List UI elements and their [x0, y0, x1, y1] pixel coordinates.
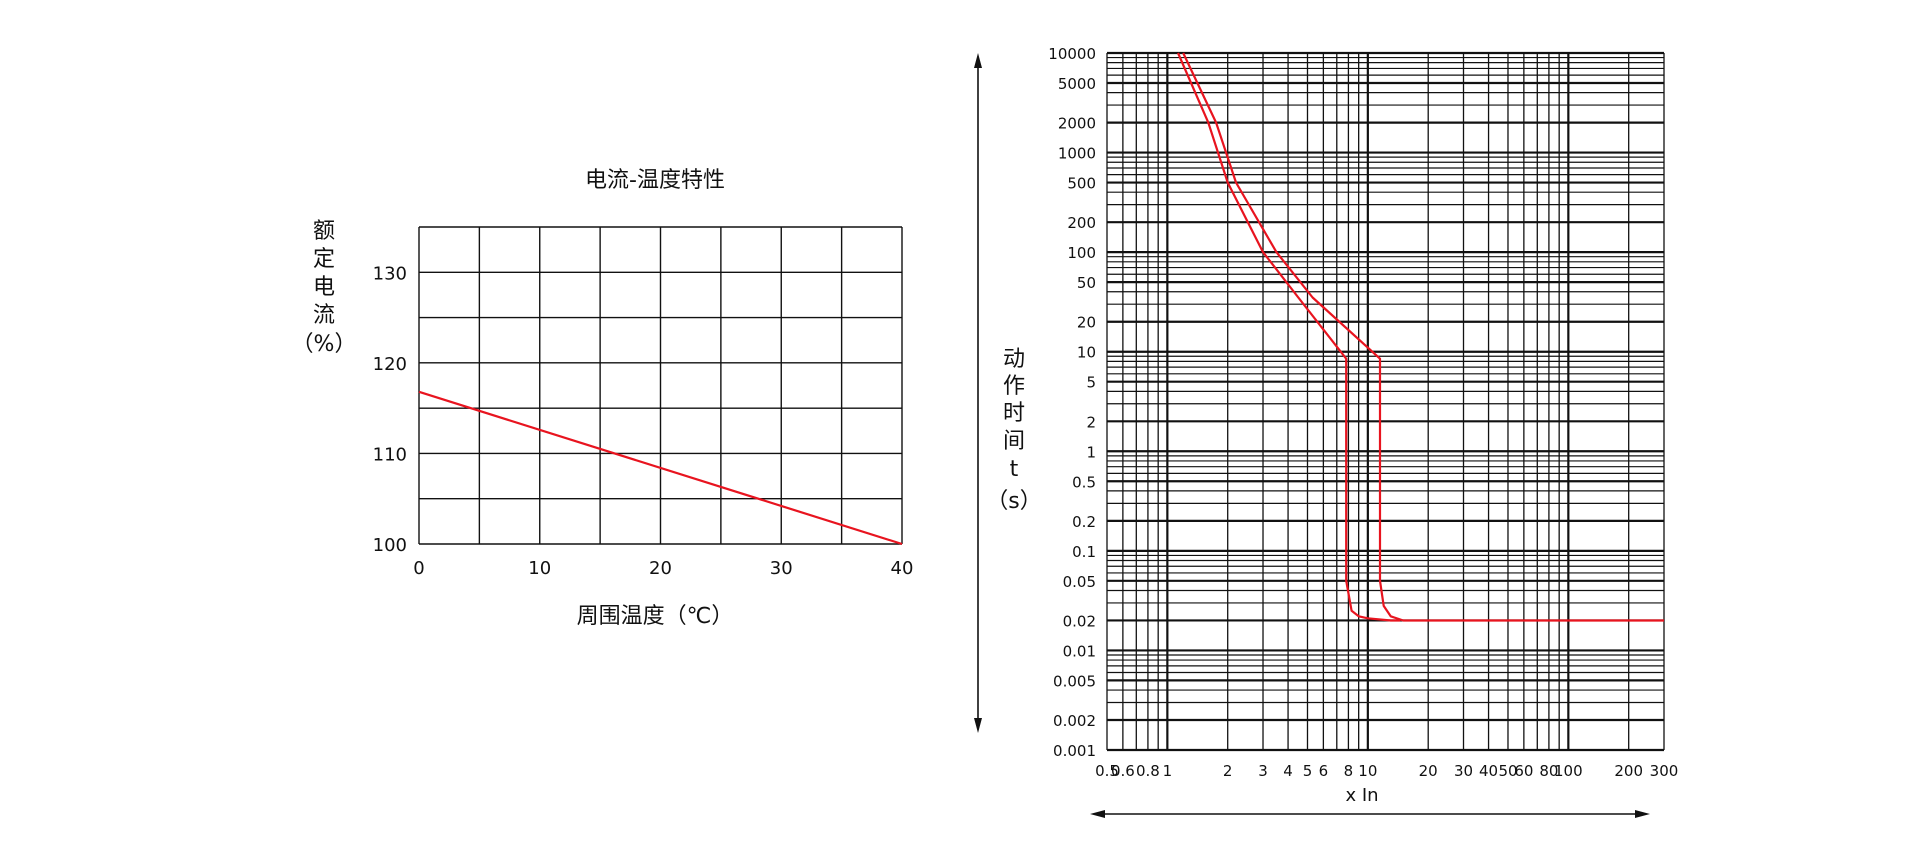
chart2-y-tick-label: 0.1 — [1072, 543, 1096, 561]
chart2-y-tick-label: 500 — [1067, 175, 1096, 193]
chart2-x-tick-label: 3 — [1258, 762, 1268, 780]
chart2-x-tick-label: 10 — [1358, 762, 1377, 780]
chart1-x-tick-label: 30 — [770, 558, 793, 579]
x-axis-arrow-left — [1090, 810, 1105, 818]
chart2-y-tick-label: 50 — [1077, 274, 1096, 292]
chart1-x-ticks: 0 10 20 30 40 — [413, 558, 913, 579]
chart2-series-line — [1176, 52, 1401, 622]
chart1-y-tick-label: 120 — [373, 354, 407, 375]
chart1-x-tick-label: 40 — [891, 558, 914, 579]
chart2-y-label-char: 间 — [1003, 429, 1025, 454]
chart2-y-tick-label: 0.002 — [1053, 712, 1096, 730]
chart2-y-label-char: 动 — [1003, 347, 1025, 372]
chart2-x-tick-label: 5 — [1303, 762, 1313, 780]
chart1-y-ticks: 100 110 120 130 — [373, 263, 407, 556]
chart2-x-tick-label: 60 — [1514, 762, 1533, 780]
chart1-y-tick-label: 100 — [373, 535, 407, 556]
chart1-grid — [418, 226, 903, 545]
chart2-x-tick-label: 8 — [1344, 762, 1354, 780]
chart2-y-label-char: （s） — [986, 489, 1041, 514]
chart2-y-tick-label: 10 — [1077, 344, 1096, 362]
chart1-x-label: 周围温度（℃） — [577, 604, 734, 629]
chart2-y-tick-label: 2000 — [1058, 115, 1096, 133]
chart2-y-tick-label: 200 — [1067, 214, 1096, 232]
chart1-y-tick-label: 110 — [373, 444, 407, 465]
chart2-x-tick-label: 0.6 — [1111, 762, 1135, 780]
chart2-x-tick-label: 0.5 — [1095, 762, 1119, 780]
chart2-y-tick-label: 0.2 — [1072, 513, 1096, 531]
chart1-series — [418, 390, 903, 546]
chart2-series-line — [1182, 52, 1664, 622]
chart1-y-label-char: （%） — [292, 332, 357, 357]
chart2-x-tick-label: 6 — [1319, 762, 1329, 780]
y-axis-arrow-down — [974, 718, 982, 733]
chart2-y-label-char: 时 — [1003, 401, 1025, 426]
chart2-y-tick-label: 5 — [1086, 374, 1096, 392]
chart1-y-label-char: 电 — [313, 275, 335, 300]
x-axis-arrow-right — [1635, 810, 1650, 818]
chart2-y-tick-label: 0.001 — [1053, 742, 1096, 760]
chart2-y-tick-label: 5000 — [1058, 75, 1096, 93]
chart2-y-tick-label: 0.5 — [1072, 473, 1096, 491]
chart2-x-tick-label: 30 — [1454, 762, 1473, 780]
chart2-x-tick-label: 50 — [1498, 762, 1517, 780]
chart2-x-tick-label: 80 — [1539, 762, 1558, 780]
chart2-y-tick-label: 0.02 — [1063, 612, 1096, 630]
chart2-y-tick-label: 1 — [1086, 443, 1096, 461]
chart2-y-tick-label: 20 — [1077, 314, 1096, 332]
chart2-series — [1176, 52, 1664, 622]
chart2-x-label: x In — [1345, 785, 1378, 806]
chart2-y-label-char: 作 — [1003, 374, 1025, 399]
chart2-x-tick-label: 2 — [1223, 762, 1233, 780]
chart2-x-tick-label: 0.8 — [1136, 762, 1160, 780]
y-axis-arrow-up — [974, 53, 982, 68]
chart2-y-tick-label: 0.05 — [1063, 573, 1096, 591]
chart2-x-tick-label: 20 — [1419, 762, 1438, 780]
chart2-x-tick-label: 200 — [1614, 762, 1643, 780]
chart2-y-tick-label: 2 — [1086, 413, 1096, 431]
chart2-y-ticks: 10000 5000 2000 1000 500 200 100 50 20 10 5 2 1 0.5 0.… — [1048, 45, 1096, 760]
chart2-grid — [1106, 51, 1665, 752]
chart2-y-tick-label: 0.01 — [1063, 642, 1096, 660]
chart2-y-tick-label: 1000 — [1058, 145, 1096, 163]
chart1-y-tick-label: 130 — [373, 263, 407, 284]
chart2-y-tick-label: 100 — [1067, 244, 1096, 262]
chart1-x-tick-label: 20 — [649, 558, 672, 579]
chart1-y-label-char: 定 — [313, 247, 335, 272]
chart1-x-tick-label: 0 — [413, 558, 424, 579]
chart2-axis-arrows — [974, 53, 1650, 818]
chart2-x-tick-label: 100 — [1554, 762, 1583, 780]
chart2-x-tick-label: 300 — [1650, 762, 1679, 780]
chart1-x-tick-label: 10 — [528, 558, 551, 579]
chart2-x-tick-label: 4 — [1283, 762, 1293, 780]
chart2-x-tick-label: 1 — [1163, 762, 1173, 780]
chart1-y-label-char: 额 — [313, 219, 335, 244]
chart2-y-tick-label: 0.005 — [1053, 672, 1096, 690]
chart1-title: 电流-温度特性 — [585, 168, 725, 193]
chart2-y-tick-label: 10000 — [1048, 45, 1096, 63]
chart1-series-line — [418, 390, 903, 546]
chart2-y-label-char: t — [1010, 457, 1019, 482]
chart2-x-tick-label: 40 — [1479, 762, 1498, 780]
chart1-y-label-char: 流 — [313, 303, 335, 328]
